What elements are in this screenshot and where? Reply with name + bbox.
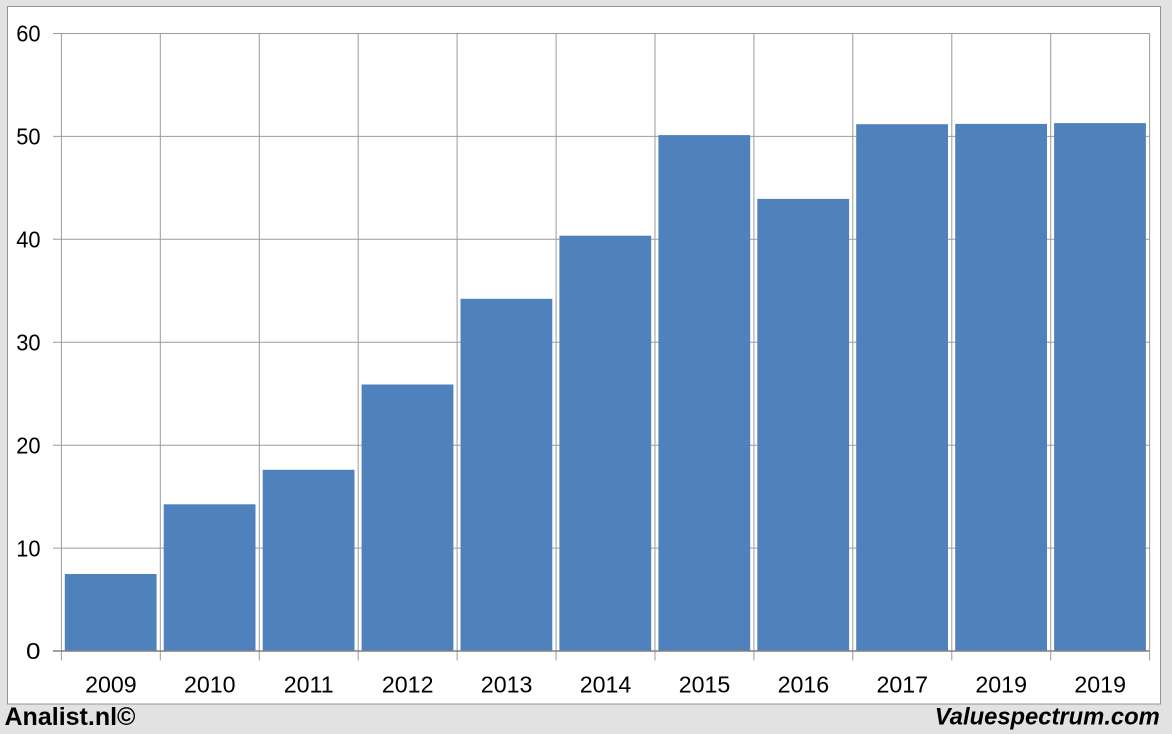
svg-text:2010: 2010 — [184, 671, 236, 697]
svg-text:Analist.nl©: Analist.nl© — [5, 703, 136, 731]
svg-text:2019: 2019 — [975, 671, 1027, 697]
svg-text:30: 30 — [16, 330, 40, 356]
svg-text:2015: 2015 — [679, 671, 731, 697]
svg-text:2009: 2009 — [85, 671, 137, 697]
svg-text:2014: 2014 — [580, 671, 632, 697]
svg-text:40: 40 — [16, 227, 40, 253]
svg-text:2012: 2012 — [382, 671, 434, 697]
svg-text:10: 10 — [16, 535, 40, 561]
svg-text:2017: 2017 — [877, 671, 929, 697]
svg-text:2013: 2013 — [481, 671, 533, 697]
svg-text:0: 0 — [26, 638, 41, 664]
svg-text:60: 60 — [16, 21, 40, 47]
svg-text:2019: 2019 — [1074, 671, 1126, 697]
svg-text:Valuespectrum.com: Valuespectrum.com — [935, 704, 1160, 731]
svg-text:2011: 2011 — [284, 671, 334, 697]
svg-text:2016: 2016 — [778, 671, 830, 697]
svg-text:50: 50 — [16, 124, 40, 150]
svg-text:20: 20 — [16, 432, 40, 458]
